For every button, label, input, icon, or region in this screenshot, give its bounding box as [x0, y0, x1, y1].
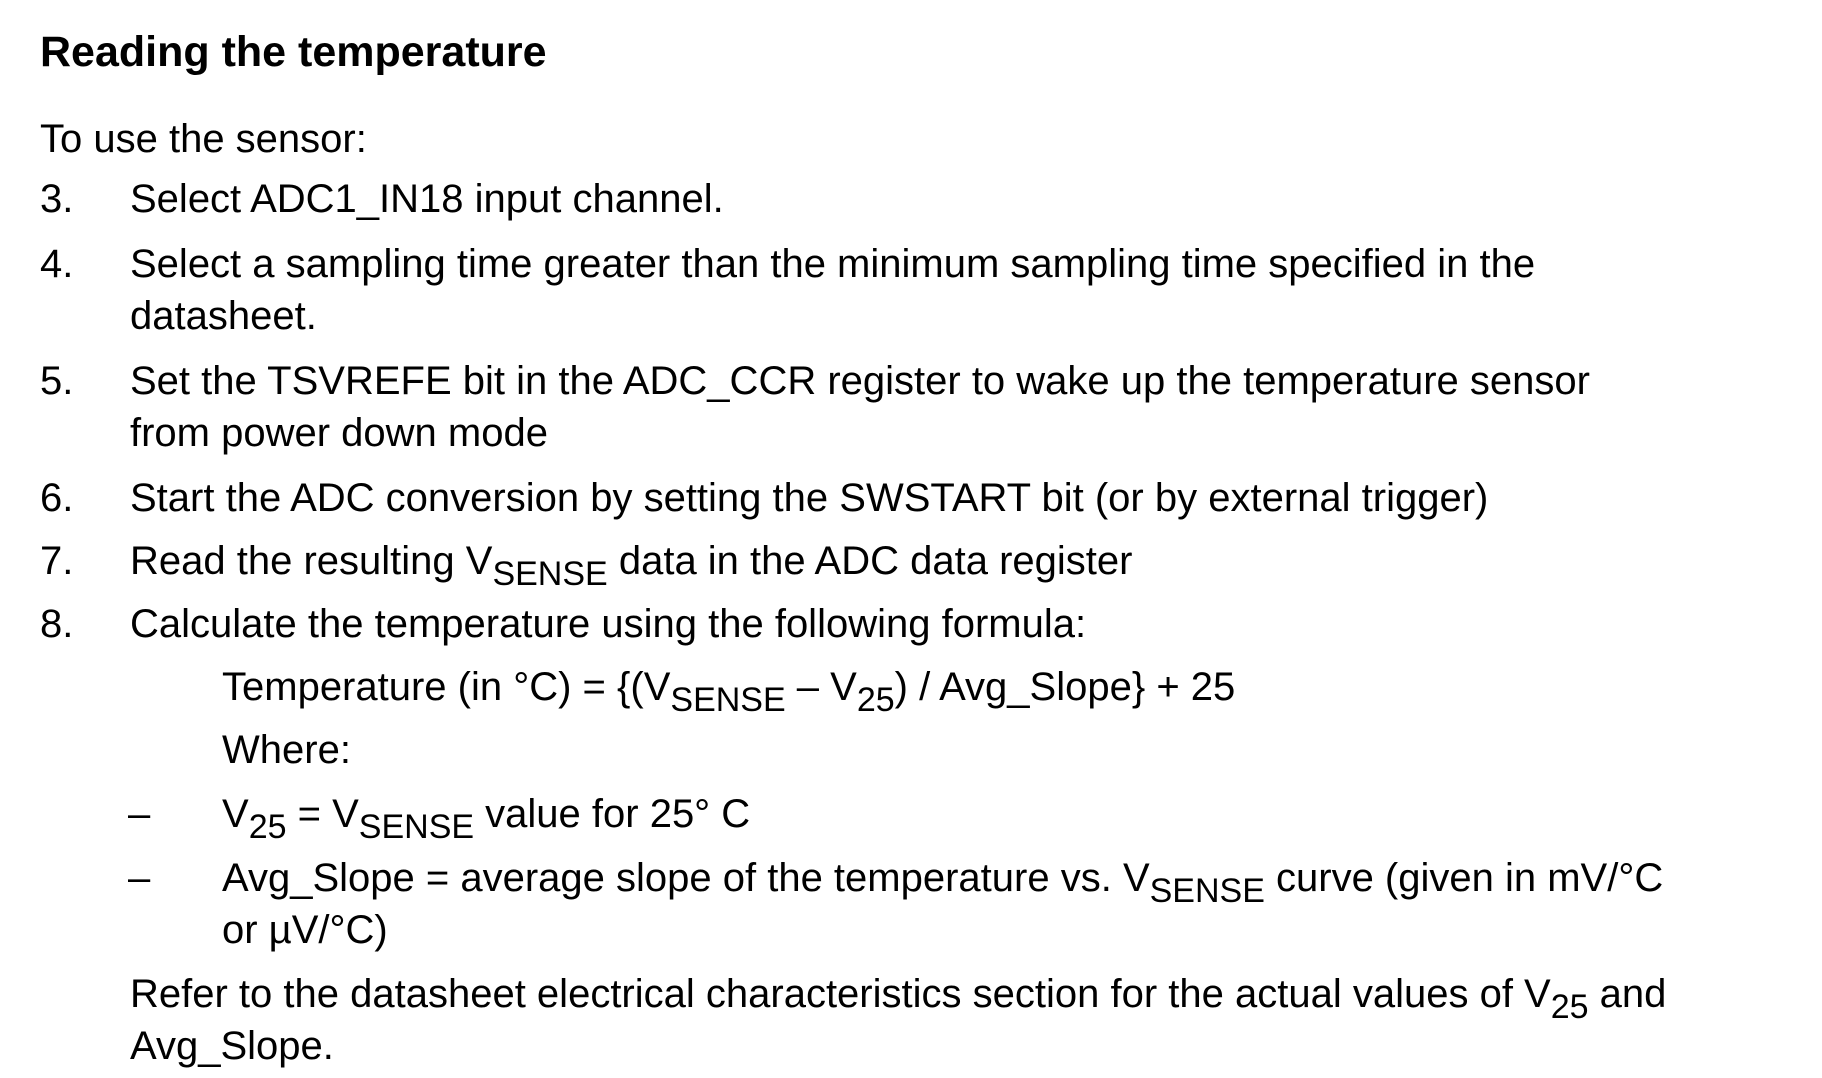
step-text-continued: from power down mode	[130, 411, 548, 455]
step-number: 5.	[40, 359, 74, 403]
step-text: Set the TSVREFE bit in the ADC_CCR regis…	[130, 359, 1590, 403]
step-text: Select a sampling time greater than the …	[130, 242, 1536, 286]
section-heading: Reading the temperature	[40, 28, 547, 76]
step-text: Read the resulting VSENSE data in the AD…	[130, 539, 1133, 593]
bullet-dash: –	[128, 856, 151, 900]
bullet-dash: –	[128, 792, 151, 836]
step-text-continued: datasheet.	[130, 294, 317, 338]
step-number: 6.	[40, 476, 74, 520]
step-number: 3.	[40, 177, 74, 221]
step-number: 8.	[40, 602, 74, 646]
step-text: Calculate the temperature using the foll…	[130, 602, 1087, 646]
where-label: Where:	[222, 728, 351, 772]
step-text: Start the ADC conversion by setting the …	[130, 476, 1489, 520]
intro-text: To use the sensor:	[40, 117, 367, 161]
definition-avg-slope: Avg_Slope = average slope of the tempera…	[222, 856, 1664, 910]
step-text: Select ADC1_IN18 input channel.	[130, 177, 724, 221]
step-number: 7.	[40, 539, 74, 583]
note-text: Refer to the datasheet electrical charac…	[130, 972, 1667, 1026]
temperature-formula: Temperature (in °C) = {(VSENSE – V25) / …	[222, 665, 1236, 719]
note-text-continued: Avg_Slope.	[130, 1024, 334, 1068]
step-number: 4.	[40, 242, 74, 286]
definition-v25: V25 = VSENSE value for 25° C	[222, 792, 751, 846]
definition-avg-slope-continued: or µV/°C)	[222, 908, 388, 952]
